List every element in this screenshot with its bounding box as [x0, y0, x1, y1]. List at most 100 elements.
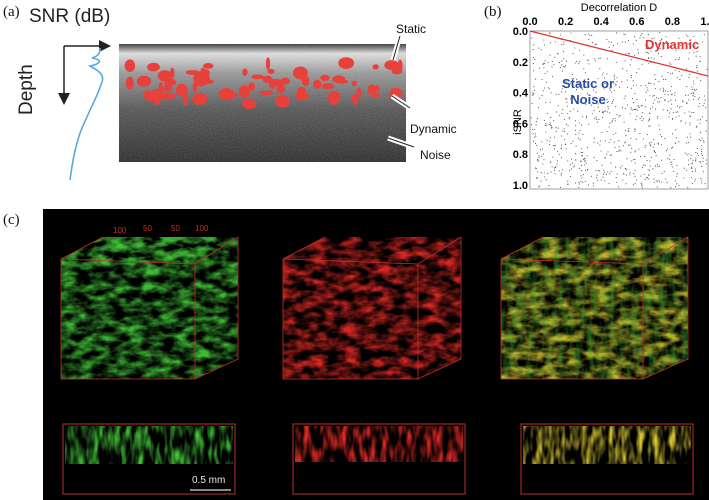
- scatter-point: [537, 106, 540, 109]
- scatter-point: [611, 103, 613, 105]
- scatter-point: [578, 84, 580, 86]
- scatter-point: [624, 107, 626, 110]
- scatter-point: [561, 60, 563, 62]
- scatter-point: [669, 158, 671, 161]
- scatter-point: [668, 42, 670, 44]
- scatter-point: [588, 59, 590, 61]
- scatter-point: [636, 109, 638, 111]
- scatter-point: [612, 118, 614, 120]
- scatter-point: [585, 162, 587, 164]
- scatter-point: [643, 173, 645, 176]
- scatter-point: [561, 88, 563, 90]
- scatter-point: [702, 41, 704, 43]
- scatter-point: [578, 137, 580, 139]
- scatter-point: [657, 143, 660, 145]
- scatter-point: [702, 161, 704, 163]
- scatter-point: [610, 154, 612, 156]
- scatter-point: [562, 130, 564, 132]
- scatter-point: [668, 116, 670, 118]
- scatter-point: [650, 57, 652, 59]
- scatter-point: [652, 43, 655, 45]
- scatter-point: [669, 90, 671, 92]
- scatter-point: [656, 181, 658, 183]
- static-callout: Static: [396, 22, 427, 36]
- scatter-point: [573, 165, 575, 167]
- dynamic-spot: [163, 83, 172, 93]
- dynamic-spot: [227, 89, 233, 99]
- scatter-point: [586, 155, 588, 157]
- scatter-point: [657, 115, 659, 118]
- scatter-point: [667, 158, 669, 160]
- scatter-point: [688, 52, 690, 54]
- scatter-point: [664, 100, 666, 102]
- scatter-point: [553, 169, 555, 171]
- x-tick-label: 1.0: [700, 16, 709, 28]
- scatter-point: [657, 43, 659, 45]
- scatter-point: [648, 119, 650, 121]
- scatter-point: [687, 187, 689, 189]
- scatter-point: [545, 179, 547, 181]
- scatter-point: [552, 76, 554, 78]
- scatter-point: [641, 33, 643, 35]
- scatter-point: [590, 175, 592, 177]
- scatter-point: [554, 136, 556, 138]
- scatter-point: [664, 99, 666, 101]
- scatter-point: [650, 50, 652, 53]
- scatter-point: [614, 78, 616, 80]
- scatter-point: [596, 121, 598, 123]
- scatter-point: [554, 173, 556, 175]
- scatter-point: [629, 144, 631, 146]
- scatter-point: [566, 105, 568, 107]
- scatter-point: [674, 69, 676, 71]
- scatter-point: [604, 83, 606, 85]
- scatter-point: [599, 144, 601, 146]
- scatter-point: [550, 136, 552, 139]
- scatter-point: [605, 174, 607, 176]
- scatter-point: [670, 108, 672, 110]
- scatter-point: [700, 178, 702, 180]
- scatter-point: [700, 162, 702, 164]
- scatter-point: [632, 102, 635, 104]
- scatter-point: [698, 138, 700, 140]
- scatter-point: [621, 165, 623, 167]
- scatter-point: [610, 162, 612, 164]
- scatter-point: [695, 88, 697, 91]
- scatter-point: [690, 154, 692, 156]
- scatter-point: [640, 85, 642, 87]
- scatter-point: [586, 115, 588, 117]
- scatter-point: [676, 77, 678, 79]
- scatter-point: [702, 154, 704, 156]
- scatter-point: [696, 152, 698, 154]
- scatter-point: [653, 151, 655, 153]
- scatter-point: [695, 159, 697, 161]
- scatter-point: [616, 81, 618, 83]
- dynamic-spot: [146, 94, 155, 102]
- scatter-point: [606, 102, 608, 104]
- scatter-point: [653, 95, 655, 97]
- scatter-point: [575, 133, 577, 136]
- scatter-point: [646, 159, 648, 162]
- scatter-point: [650, 82, 652, 84]
- dynamic-spot: [367, 84, 377, 96]
- scatter-point: [696, 70, 698, 72]
- snr-depth-profile: [58, 40, 111, 181]
- scatter-point: [536, 144, 538, 146]
- scatter-point: [570, 143, 572, 145]
- scatter-point: [564, 65, 567, 67]
- scatter-point: [699, 161, 701, 163]
- scatter-point: [602, 72, 604, 74]
- scatter-point: [530, 124, 533, 126]
- dynamic-spot: [136, 75, 152, 87]
- scatter-point: [627, 39, 629, 41]
- scatter-point: [671, 166, 673, 168]
- scatter-point: [564, 66, 566, 68]
- scatter-point: [579, 101, 581, 103]
- scatter-point: [622, 68, 624, 70]
- scatter-point: [641, 185, 643, 187]
- scatter-point: [603, 77, 606, 79]
- scatter-point: [644, 164, 646, 166]
- scatter-point: [593, 137, 595, 139]
- scatter-point: [692, 92, 694, 94]
- scatter-point: [692, 159, 694, 161]
- scatter-point: [567, 180, 569, 182]
